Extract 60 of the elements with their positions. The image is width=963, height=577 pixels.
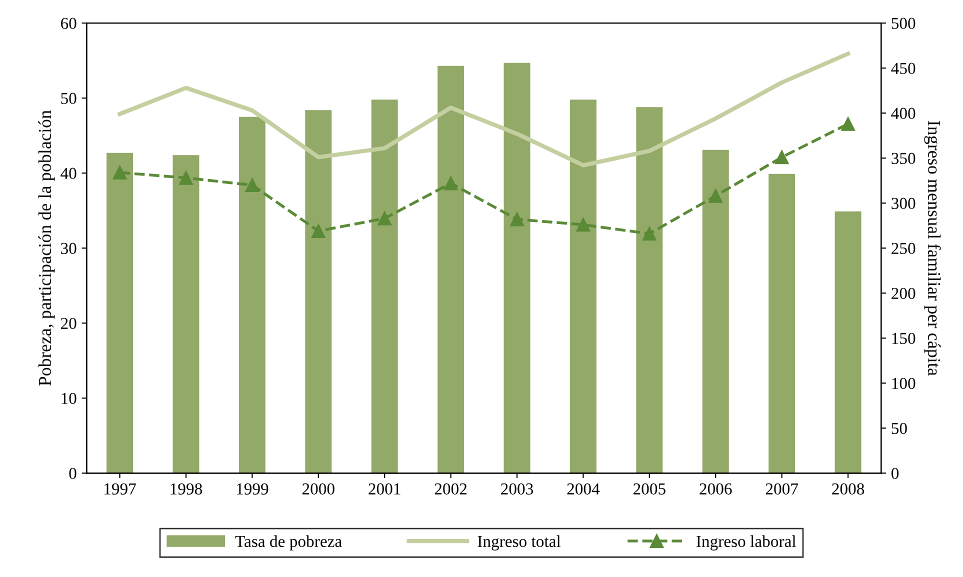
x-tick-label: 1998 [170,483,202,495]
y-tick-label: 60 [60,18,76,30]
y2-tick-label: 300 [892,198,916,210]
point [179,170,193,185]
y2-tick-label: 350 [892,152,916,164]
y2-tick-label: 150 [892,332,916,344]
y2-axis-title: Ingreso mensual familiar per cápita [924,120,941,376]
x-tick-label: 2004 [567,483,600,495]
x-tick-label: 2008 [832,483,864,495]
y-tick-label: 0 [69,468,76,480]
y-tick-label: 40 [60,168,76,180]
point [576,218,590,232]
legend-label: Ingreso total [478,535,561,550]
point [444,176,458,190]
bar [504,62,530,474]
line-series [118,52,850,168]
legend-label: Ingreso laboral [696,535,796,550]
y2-tick-label: 500 [892,18,916,30]
point [378,211,392,226]
bar [570,100,596,474]
y2-tick-label: 200 [892,288,916,300]
y2-tick-label: 450 [891,62,916,74]
point [642,226,656,241]
bar [702,150,729,474]
x-tick-label: 1997 [104,483,136,495]
y2-tick-label: 100 [892,378,916,390]
bar [371,100,398,474]
bar [438,66,464,474]
bar [305,110,332,474]
point [708,188,723,203]
bar [768,174,796,474]
point [311,224,326,238]
bar [834,211,862,474]
point [245,178,260,192]
y2-tick-label: 50 [892,422,907,434]
x-tick-label: 2006 [700,483,732,495]
bar [636,107,663,474]
x-tick-label: 2003 [501,483,534,495]
y2-tick-label: 250 [892,242,916,254]
y-tick-label: 10 [62,392,76,404]
x-tick-label: 2000 [302,483,334,495]
x-tick-label: 2007 [766,483,798,495]
x-tick-label: 1999 [236,483,268,495]
y-tick-label: 20 [61,318,76,330]
point [112,166,127,180]
bar [172,155,200,474]
bar [106,152,134,474]
y-tick-label: 50 [61,92,76,104]
point [774,150,789,164]
y2-tick-label: 0 [892,468,899,480]
point [510,212,524,226]
bar [238,116,266,474]
x-tick-label: 2001 [368,483,400,495]
y2-tick-label: 400 [891,108,916,120]
y-axis-title: Pobreza, participación de la población [38,110,55,386]
x-tick-label: 2002 [434,483,467,495]
point [841,116,855,131]
x-tick-label: 2005 [633,483,666,495]
legend-label: Tasa de pobreza [235,535,342,550]
y-tick-label: 30 [61,242,76,254]
